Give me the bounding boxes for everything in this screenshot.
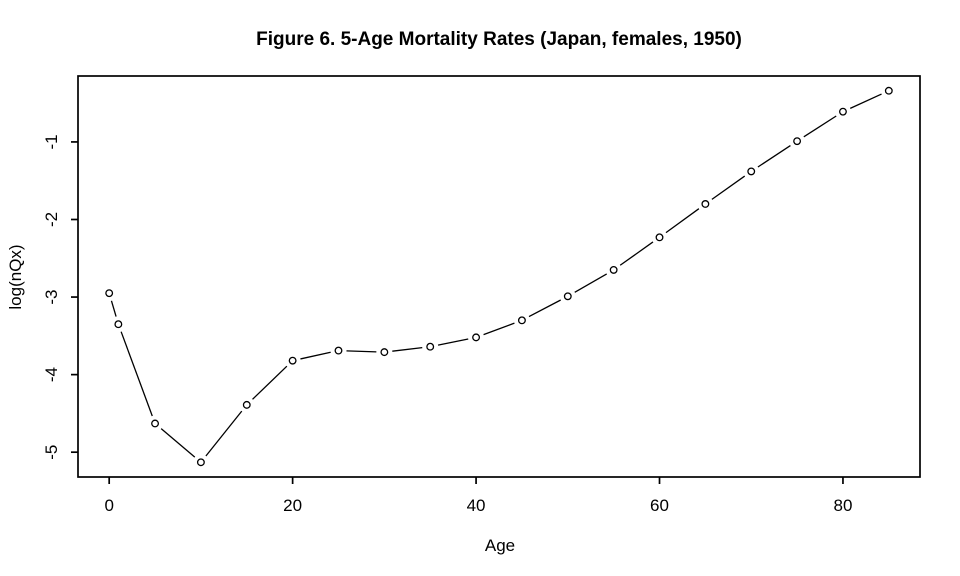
data-point	[242, 400, 251, 409]
data-point	[609, 265, 618, 274]
data-point	[472, 333, 481, 342]
series-segment	[849, 93, 882, 109]
series-segment	[346, 350, 377, 353]
data-point	[793, 137, 802, 146]
x-tick-label: 40	[467, 496, 486, 515]
series-segment	[160, 428, 196, 458]
series-segment	[619, 241, 654, 266]
chart-title: Figure 6. 5-Age Mortality Rates (Japan, …	[256, 29, 742, 50]
x-tick-label: 60	[650, 496, 669, 515]
data-point	[517, 316, 526, 325]
x-tick-label: 20	[283, 496, 302, 515]
x-axis: 0 20 40 60 80	[104, 477, 852, 515]
data-point	[884, 86, 893, 95]
data-point	[426, 342, 435, 351]
y-tick-label: -3	[42, 289, 61, 304]
series-segment	[110, 300, 117, 317]
data-point	[380, 348, 389, 357]
y-tick-label: -5	[42, 445, 61, 460]
series-segment	[483, 322, 515, 336]
data-point	[839, 107, 847, 116]
data-point	[563, 292, 572, 301]
data-point	[334, 346, 343, 355]
series-segment	[757, 145, 791, 168]
data-point	[655, 233, 664, 242]
series-segment	[711, 175, 746, 200]
series-segment	[205, 410, 243, 457]
data-point	[701, 200, 710, 208]
x-tick-label: 80	[833, 496, 852, 515]
series-segment	[665, 208, 700, 234]
data-point	[747, 167, 756, 176]
y-axis-label: log(nQx)	[6, 244, 25, 309]
data-point	[196, 458, 205, 467]
data-point	[114, 320, 123, 329]
y-tick-label: -1	[42, 134, 61, 149]
data-point	[288, 356, 297, 365]
series-segment	[120, 331, 153, 417]
series-segment	[528, 299, 562, 318]
series-segment	[300, 351, 331, 360]
data-point	[151, 419, 159, 428]
y-axis: -5 -4 -3 -2 -1	[42, 134, 78, 460]
x-tick-label: 0	[104, 496, 113, 515]
series-segment	[803, 115, 837, 138]
y-tick-label: -2	[42, 212, 61, 227]
series-segment	[392, 346, 423, 352]
x-axis-label: Age	[485, 536, 515, 555]
plot-box	[77, 75, 921, 478]
y-tick-label: -4	[42, 367, 61, 382]
series-segment	[574, 273, 608, 293]
data-series	[105, 86, 893, 467]
series-segment	[437, 338, 469, 346]
data-point	[105, 289, 114, 298]
series-segment	[252, 365, 288, 400]
